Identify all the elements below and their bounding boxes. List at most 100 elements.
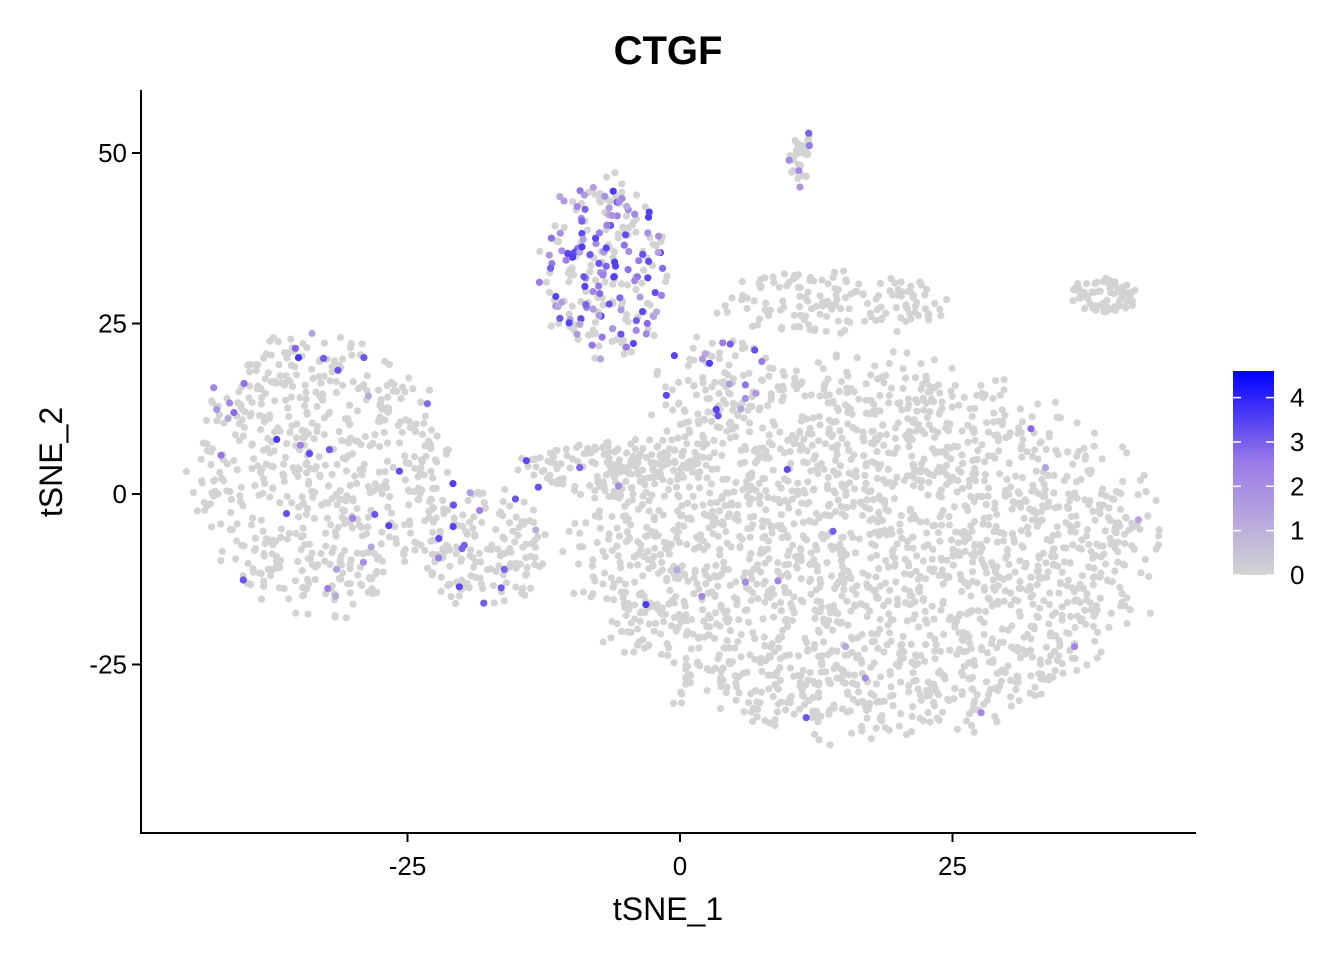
data-point-expressed	[385, 522, 393, 530]
data-point	[599, 301, 607, 309]
data-point	[725, 361, 733, 369]
data-point	[982, 501, 990, 509]
data-point	[1047, 629, 1055, 637]
data-point	[885, 399, 893, 407]
data-point	[1026, 505, 1034, 513]
data-point	[769, 466, 777, 474]
data-point	[847, 529, 855, 537]
data-point	[822, 392, 830, 400]
data-point	[808, 305, 816, 313]
data-point	[548, 478, 556, 486]
data-point	[872, 724, 880, 732]
data-point	[409, 385, 417, 393]
data-point	[1092, 306, 1100, 314]
data-point	[433, 432, 441, 440]
data-point-expressed	[615, 482, 623, 490]
data-point	[797, 575, 805, 583]
data-point	[1083, 525, 1092, 534]
data-point	[801, 701, 809, 709]
data-point	[876, 582, 885, 590]
data-point-expressed	[632, 317, 641, 325]
data-point	[944, 695, 952, 703]
data-point	[233, 537, 241, 545]
data-point	[978, 493, 986, 501]
data-point	[316, 471, 324, 479]
data-point-expressed	[725, 380, 734, 388]
data-point	[633, 641, 642, 649]
data-point	[758, 667, 766, 675]
data-point	[790, 520, 798, 528]
data-point	[937, 606, 945, 614]
data-point	[301, 427, 309, 435]
data-point	[522, 571, 530, 579]
data-point	[569, 198, 577, 206]
data-point	[873, 594, 881, 602]
data-point	[570, 589, 578, 598]
data-point	[336, 333, 344, 342]
data-point	[410, 424, 418, 432]
data-point	[800, 692, 808, 700]
data-point	[777, 521, 785, 529]
data-point	[1068, 527, 1077, 535]
data-point	[299, 524, 307, 532]
data-point	[443, 468, 452, 476]
data-point-expressed	[423, 400, 431, 408]
data-point	[1120, 303, 1128, 311]
data-point	[376, 442, 384, 451]
data-point	[1066, 496, 1074, 505]
data-point	[354, 571, 362, 579]
data-point	[690, 503, 699, 511]
data-point-expressed	[774, 577, 782, 585]
data-point	[730, 488, 738, 496]
data-point	[759, 474, 767, 482]
data-point	[610, 473, 618, 481]
data-point	[919, 717, 928, 725]
data-point	[332, 388, 340, 397]
data-point	[924, 678, 933, 686]
data-point	[668, 540, 676, 548]
data-point	[923, 619, 931, 627]
data-point	[726, 581, 734, 590]
data-point	[744, 699, 753, 707]
data-point	[917, 360, 925, 368]
data-point	[794, 174, 802, 182]
data-point	[506, 502, 514, 510]
data-point	[616, 576, 624, 584]
data-point	[811, 518, 819, 527]
data-point	[705, 453, 713, 462]
data-point	[1069, 297, 1077, 305]
data-point	[716, 677, 724, 686]
data-point	[439, 545, 447, 553]
data-point	[968, 568, 977, 576]
data-point	[855, 395, 863, 403]
data-point	[287, 335, 295, 343]
y-tick-label: -25	[89, 650, 127, 680]
data-point	[715, 651, 723, 659]
data-point-expressed	[577, 315, 585, 323]
data-point	[397, 395, 405, 403]
data-point	[916, 518, 925, 526]
data-point	[870, 637, 878, 645]
data-point	[1077, 545, 1085, 553]
data-point	[512, 513, 520, 521]
data-point	[331, 612, 339, 620]
data-point	[1103, 296, 1111, 304]
data-point	[1035, 490, 1043, 498]
data-point	[321, 529, 330, 537]
data-point	[653, 370, 661, 379]
data-point	[825, 678, 833, 686]
data-point	[989, 395, 997, 403]
data-point	[729, 375, 737, 383]
data-point	[916, 691, 924, 699]
data-point	[251, 482, 259, 490]
data-point	[954, 548, 963, 556]
data-point	[843, 688, 852, 696]
data-point	[283, 440, 291, 448]
data-point	[709, 507, 717, 515]
data-point	[826, 741, 834, 749]
data-point	[919, 557, 928, 565]
data-point	[304, 555, 312, 563]
data-point	[617, 627, 626, 636]
data-point	[817, 712, 825, 720]
